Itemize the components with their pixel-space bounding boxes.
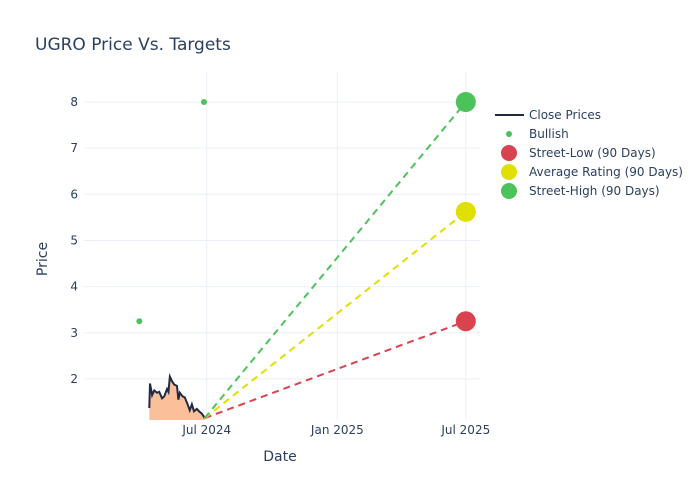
legend-marker-icon [501, 183, 517, 199]
target-marker [455, 201, 476, 222]
target-line [204, 320, 467, 420]
y-tick-label: 4 [70, 280, 78, 294]
y-axis-label: Price [35, 242, 51, 276]
y-tick-label: 8 [70, 95, 78, 109]
bullish-point [200, 99, 207, 105]
y-tick-label: 3 [70, 326, 78, 340]
close-price-area [149, 376, 205, 420]
close-price-line [148, 372, 206, 419]
chart-title: UGRO Price Vs. Targets [35, 35, 231, 55]
x-tick-label: Jul 2025 [440, 423, 490, 437]
legend-marker-icon [506, 131, 512, 137]
target-marker [455, 311, 476, 332]
x-tick-label: Jul 2024 [181, 423, 231, 437]
target-marker [455, 92, 476, 112]
bullish-point [136, 318, 143, 325]
legend-item-label: Bullish [529, 127, 569, 141]
legend-marker-icon [501, 164, 517, 180]
legend-item-label: Close Prices [529, 108, 601, 122]
gridlines [84, 72, 480, 420]
target-line [203, 101, 467, 419]
y-axis-ticks: 2 3 4 5 6 7 8 [70, 95, 78, 386]
legend-item-label: Average Rating (90 Days) [529, 165, 683, 179]
legend-marker-icon [501, 145, 517, 161]
y-tick-label: 6 [70, 187, 78, 201]
legend[interactable]: Close Prices Bullish Street-Low (90 Days) A… [495, 108, 683, 199]
legend-item-label: Street-Low (90 Days) [529, 146, 656, 160]
target-line [204, 211, 467, 419]
x-tick-label: Jan 2025 [310, 423, 364, 437]
y-tick-label: 7 [70, 141, 78, 155]
y-tick-label: 2 [70, 372, 78, 386]
x-axis-ticks: Jul 2024 Jan 2025 Jul 2025 [181, 423, 490, 437]
y-tick-label: 5 [70, 233, 78, 247]
legend-item-label: Street-High (90 Days) [529, 184, 660, 198]
x-axis-label: Date [263, 449, 296, 465]
plot-area [136, 92, 476, 420]
